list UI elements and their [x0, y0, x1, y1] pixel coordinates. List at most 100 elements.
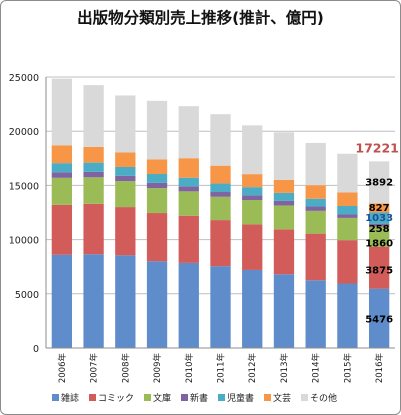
x-tick-label-2007年: 2007年 [89, 353, 100, 384]
data-label-827: 827 [369, 203, 390, 214]
bar-2006年-児童書 [51, 163, 73, 173]
bar-2006年-雑誌 [51, 254, 73, 348]
bar-2009年-文庫 [146, 188, 168, 214]
legend-label-文芸: 文芸 [273, 392, 291, 404]
y-tick-label-5000: 5000 [15, 290, 39, 301]
legend-label-児童書: 児童書 [227, 392, 254, 404]
x-tick-label-2012年: 2012年 [247, 353, 258, 384]
bar-2015年-児童書 [337, 205, 358, 215]
legend-swatch-児童書 [218, 394, 225, 401]
x-tick-label-2015年: 2015年 [342, 353, 353, 384]
bar-2007年-新書 [83, 171, 104, 178]
bar-2010年-雑誌 [178, 262, 199, 348]
bar-2015年-コミック [337, 240, 358, 284]
bar-2009年-児童書 [146, 174, 168, 183]
bar-2010年-コミック [178, 215, 199, 263]
bar-2006年-コミック [51, 204, 73, 255]
bar-2015年-雑誌 [337, 283, 358, 348]
y-tick-label-25000: 25000 [9, 73, 39, 84]
bar-2014年-文庫 [305, 210, 326, 234]
bar-2011年-文庫 [210, 196, 231, 221]
chart-title: 出版物分類別売上推移(推計、億円) [77, 9, 324, 27]
bar-2012年-その他 [242, 125, 263, 175]
bar-2012年-文庫 [242, 200, 263, 225]
x-tick-label-2008年: 2008年 [120, 353, 131, 384]
bar-2012年-児童書 [242, 187, 263, 196]
legend-swatch-文芸 [264, 394, 271, 401]
x-tick-label-2006年: 2006年 [57, 353, 68, 384]
bar-2014年-文芸 [305, 185, 326, 199]
bar-2014年-コミック [305, 233, 326, 281]
data-label-5476: 5476 [365, 314, 393, 325]
bar-2008年-コミック [115, 207, 136, 256]
bar-2009年-その他 [146, 100, 168, 160]
bar-2016年-新書 [368, 223, 390, 227]
y-tick-label-10000: 10000 [9, 236, 39, 247]
bar-2006年-新書 [51, 172, 73, 178]
bar-2011年-文芸 [210, 165, 231, 184]
bar-2010年-文芸 [178, 158, 199, 178]
bar-2013年-新書 [273, 200, 295, 206]
bar-2011年-その他 [210, 114, 231, 166]
bar-2013年-児童書 [273, 192, 295, 201]
legend-swatch-文庫 [144, 394, 151, 401]
bar-2009年-コミック [146, 213, 168, 262]
bar-2016年-文庫 [368, 226, 390, 247]
bar-2008年-雑誌 [115, 255, 136, 348]
bar-2010年-その他 [178, 106, 199, 159]
bar-2007年-その他 [83, 85, 104, 147]
bar-2011年-コミック [210, 220, 231, 267]
legend-swatch-その他 [301, 394, 308, 401]
bar-2010年-新書 [178, 186, 199, 192]
data-label-17221: 17221 [355, 140, 399, 155]
bar-2012年-コミック [242, 224, 263, 270]
bar-2007年-児童書 [83, 162, 104, 172]
legend-label-コミック: コミック [98, 393, 134, 404]
x-tick-label-2011年: 2011年 [216, 353, 227, 384]
legend-label-新書: 新書 [190, 392, 208, 404]
bar-2014年-児童書 [305, 198, 326, 207]
bar-2013年-その他 [273, 132, 295, 180]
bar-2006年-その他 [51, 78, 73, 146]
bar-2007年-文庫 [83, 177, 104, 204]
x-tick-label-2009年: 2009年 [152, 353, 163, 384]
bar-2012年-文芸 [242, 174, 263, 188]
legend-swatch-雑誌 [52, 394, 59, 401]
bar-2010年-児童書 [178, 177, 199, 187]
x-tick-label-2016年: 2016年 [374, 353, 385, 384]
bar-2016年-コミック [368, 246, 390, 289]
bar-2013年-文芸 [273, 179, 295, 193]
bar-2007年-コミック [83, 203, 104, 255]
legend-swatch-コミック [89, 394, 96, 401]
bar-2006年-文庫 [51, 177, 73, 205]
bar-2015年-新書 [337, 214, 358, 218]
bar-2012年-新書 [242, 195, 263, 201]
legend-label-文庫: 文庫 [153, 392, 171, 404]
bar-2011年-雑誌 [210, 266, 231, 348]
y-tick-label-15000: 15000 [9, 181, 39, 192]
bar-2010年-文庫 [178, 191, 199, 216]
bar-2015年-その他 [337, 153, 358, 193]
bar-2015年-文芸 [337, 192, 358, 206]
bar-2008年-新書 [115, 175, 136, 182]
bar-2013年-雑誌 [273, 274, 295, 348]
x-tick-label-2010年: 2010年 [184, 353, 195, 384]
bar-2014年-雑誌 [305, 280, 326, 348]
data-label-1033: 1033 [365, 213, 393, 224]
legend-label-雑誌: 雑誌 [61, 392, 79, 404]
x-tick-label-2014年: 2014年 [311, 353, 322, 384]
legend-label-その他: その他 [310, 392, 337, 404]
bar-2014年-その他 [305, 142, 326, 186]
bar-2007年-文芸 [83, 146, 104, 163]
bar-2009年-雑誌 [146, 261, 168, 348]
bar-2013年-文庫 [273, 205, 295, 230]
data-label-258: 258 [369, 224, 390, 235]
bar-2011年-新書 [210, 192, 231, 197]
bar-2009年-文芸 [146, 159, 168, 175]
data-label-3892: 3892 [365, 177, 393, 188]
bar-2016年-その他 [368, 161, 390, 204]
y-tick-label-20000: 20000 [9, 127, 39, 138]
bar-2007年-雑誌 [83, 254, 104, 348]
bar-2015年-文庫 [337, 217, 358, 241]
